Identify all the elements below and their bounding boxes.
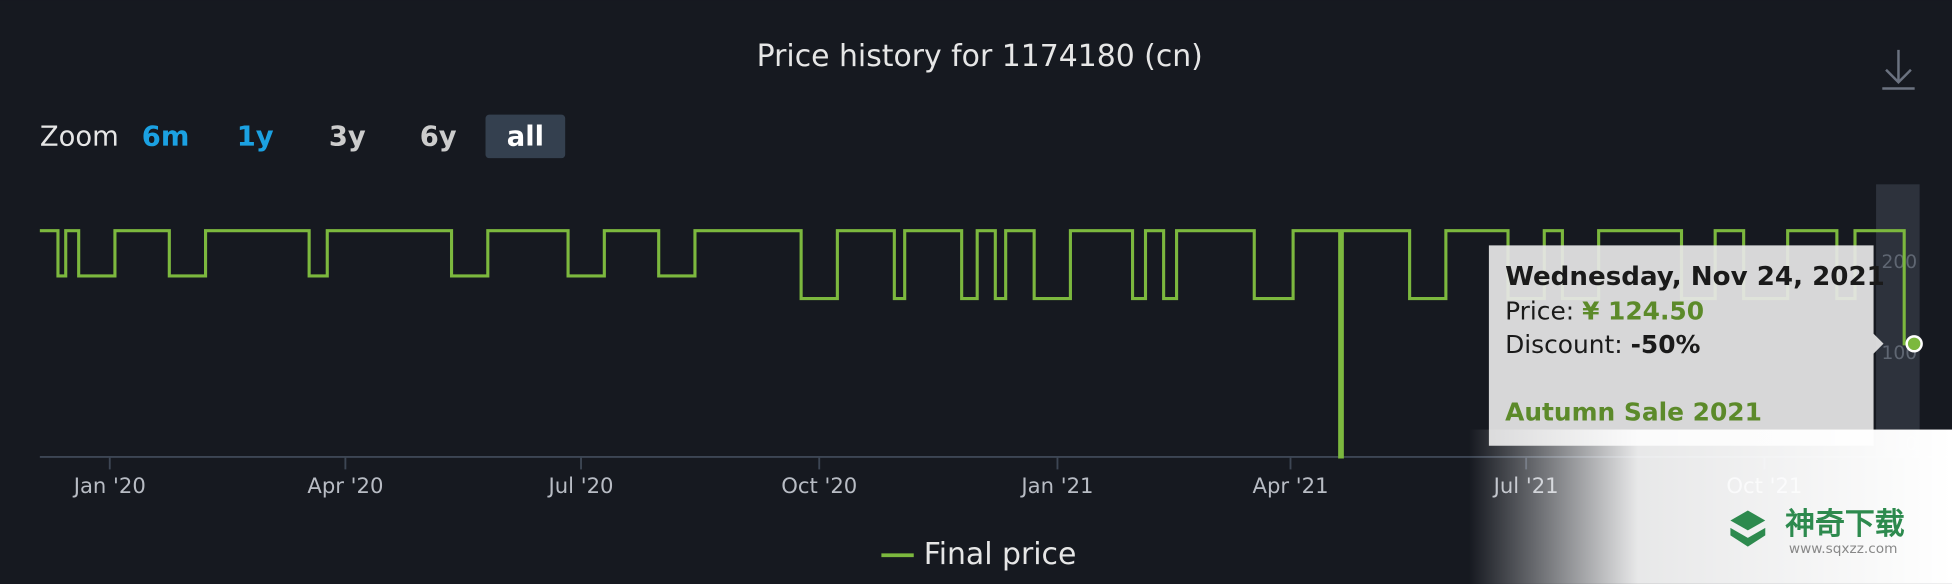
x-tick-label: Apr '21 — [1252, 473, 1328, 498]
tooltip-date: Wednesday, Nov 24, 2021 — [1505, 262, 1885, 292]
x-tick-label: Jan '20 — [72, 473, 146, 498]
x-tick-label: Apr '20 — [307, 473, 383, 498]
tooltip-discount: Discount: -50% — [1505, 330, 1700, 359]
zoom-selected-bg — [485, 114, 566, 159]
chart-title: Price history for 1174180 (cn) — [757, 39, 1203, 74]
tooltip-price-label: Price: — [1505, 297, 1574, 326]
tooltip-discount-label: Discount: — [1505, 330, 1623, 359]
hover-marker — [1905, 335, 1923, 353]
zoom-button[interactable]: all — [507, 122, 544, 153]
zoom-label: Zoom — [40, 122, 119, 153]
x-tick-label: Jan '21 — [1019, 473, 1093, 498]
tooltip-event: Autumn Sale 2021 — [1505, 397, 1762, 426]
watermark-name: 神奇下载 — [1785, 507, 1905, 542]
price-line — [39, 229, 1918, 459]
y-tick-label: 200 — [1882, 252, 1918, 273]
zoom-button[interactable]: 6y — [420, 122, 457, 153]
x-tick-label: Oct '20 — [781, 473, 857, 498]
tooltip-box — [1488, 245, 1884, 446]
tooltip-price-value: ¥ 124.50 — [1582, 297, 1704, 326]
watermark-logo — [1730, 510, 1766, 547]
tooltip-discount-value: -50% — [1631, 330, 1701, 359]
watermark-bg — [1468, 429, 1952, 584]
zoom-button[interactable]: 6m — [142, 122, 190, 153]
zoom-button[interactable]: 3y — [329, 122, 366, 153]
legend-label[interactable]: Final price — [924, 537, 1077, 572]
crosshair — [1876, 184, 1920, 457]
zoom-button[interactable]: 1y — [237, 122, 274, 153]
x-tick-label: Jul '20 — [547, 473, 614, 498]
watermark-url: www.sqxzz.com — [1789, 541, 1898, 557]
download-icon[interactable] — [1882, 49, 1915, 90]
tooltip-price: Price: ¥ 124.50 — [1505, 297, 1704, 326]
